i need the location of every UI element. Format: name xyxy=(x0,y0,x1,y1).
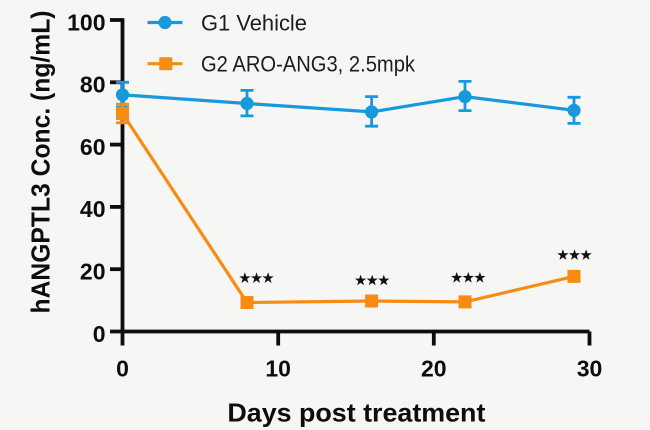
svg-text:20: 20 xyxy=(421,356,447,382)
svg-text:0: 0 xyxy=(93,321,106,347)
svg-text:10: 10 xyxy=(265,356,291,382)
svg-text:0: 0 xyxy=(116,356,129,382)
svg-text:40: 40 xyxy=(80,196,106,222)
svg-text:80: 80 xyxy=(80,72,106,98)
svg-text:hANGPTL3 Conc. (ng/mL): hANGPTL3 Conc. (ng/mL) xyxy=(26,11,56,314)
svg-text:30: 30 xyxy=(577,356,603,382)
svg-text:Days post treatment: Days post treatment xyxy=(227,397,485,427)
svg-text:60: 60 xyxy=(80,134,106,160)
svg-text:G1 Vehicle: G1 Vehicle xyxy=(201,11,307,36)
svg-text:100: 100 xyxy=(67,9,105,35)
svg-text:G2 ARO-ANG3, 2.5mpk: G2 ARO-ANG3, 2.5mpk xyxy=(201,52,416,77)
svg-text:20: 20 xyxy=(80,259,106,285)
